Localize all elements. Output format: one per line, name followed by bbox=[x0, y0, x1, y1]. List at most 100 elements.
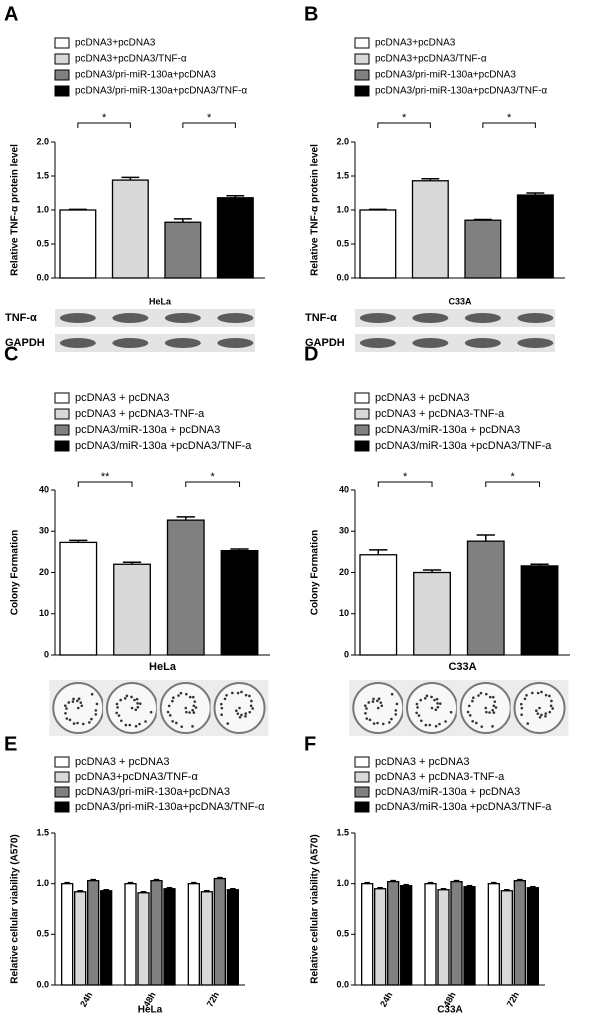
colony bbox=[167, 704, 171, 708]
x-tick-label: 72h bbox=[505, 990, 521, 1008]
colony bbox=[223, 697, 227, 701]
colony bbox=[428, 723, 432, 727]
colony bbox=[430, 706, 434, 710]
colony bbox=[220, 713, 223, 716]
colony bbox=[248, 694, 251, 698]
colony bbox=[444, 720, 447, 723]
colony bbox=[175, 721, 178, 725]
colony bbox=[544, 693, 548, 697]
colony bbox=[381, 722, 385, 726]
colony bbox=[95, 702, 99, 706]
colony bbox=[149, 710, 153, 714]
colony bbox=[144, 720, 147, 723]
y-tick-label: 2.0 bbox=[36, 136, 49, 146]
blot-band bbox=[412, 313, 449, 323]
y-axis-label: Relative cellular viability (A570) bbox=[10, 834, 21, 984]
y-tick-label: 1.5 bbox=[36, 170, 49, 180]
colony bbox=[544, 712, 548, 715]
colony bbox=[433, 698, 436, 702]
bar bbox=[411, 180, 449, 279]
legend-label: pcDNA3 + pcDNA3 bbox=[375, 756, 469, 768]
bar bbox=[359, 554, 398, 656]
colony bbox=[467, 704, 471, 708]
colony bbox=[225, 693, 228, 697]
significance-label: * bbox=[511, 471, 516, 483]
colony bbox=[415, 711, 418, 715]
legend-swatch bbox=[54, 440, 70, 452]
significance-bracket bbox=[485, 481, 541, 487]
colony bbox=[193, 700, 197, 703]
colony bbox=[226, 722, 230, 725]
blot-label: TNF-α bbox=[5, 312, 37, 324]
y-tick-label: 0.0 bbox=[36, 272, 49, 282]
colony bbox=[365, 717, 369, 720]
colony bbox=[188, 695, 192, 699]
colony bbox=[544, 715, 547, 718]
colony bbox=[491, 695, 495, 699]
significance-label: * bbox=[507, 112, 512, 124]
bar bbox=[137, 892, 150, 986]
colony bbox=[484, 706, 488, 710]
legend-swatch bbox=[354, 408, 370, 420]
bar bbox=[359, 209, 397, 279]
colony bbox=[550, 699, 553, 703]
y-tick-label: 20 bbox=[339, 567, 349, 577]
legend-swatch bbox=[354, 771, 370, 783]
colony bbox=[81, 722, 85, 726]
panel-label: A bbox=[4, 3, 18, 25]
legend-swatch bbox=[354, 786, 370, 798]
colony bbox=[479, 691, 483, 695]
y-tick-label: 1.0 bbox=[336, 878, 349, 888]
significance-bracket bbox=[182, 122, 236, 128]
legend-swatch bbox=[54, 69, 70, 81]
legend-label: pcDNA3 + pcDNA3-TNF-a bbox=[75, 408, 205, 420]
colony bbox=[488, 711, 491, 714]
bar bbox=[520, 565, 559, 656]
bar bbox=[124, 883, 137, 986]
colony bbox=[365, 707, 368, 710]
colony bbox=[244, 693, 248, 697]
y-tick-label: 10 bbox=[39, 608, 49, 618]
colony bbox=[436, 702, 439, 705]
legend-label: pcDNA3 + pcDNA3 bbox=[375, 392, 469, 404]
x-tick-label: 72h bbox=[205, 990, 221, 1008]
legend-swatch bbox=[354, 424, 370, 436]
colony bbox=[549, 704, 553, 708]
colony bbox=[240, 713, 243, 717]
y-tick-label: 0 bbox=[44, 649, 49, 659]
colony bbox=[192, 711, 196, 714]
colony bbox=[488, 695, 492, 699]
legend-swatch bbox=[54, 756, 70, 768]
colony bbox=[548, 694, 551, 698]
colony bbox=[124, 723, 128, 727]
colony bbox=[475, 721, 478, 725]
colony bbox=[394, 713, 398, 716]
colony bbox=[535, 709, 538, 713]
colony bbox=[192, 704, 196, 708]
panel-label: D bbox=[304, 343, 318, 365]
y-tick-label: 30 bbox=[39, 526, 49, 536]
bar bbox=[164, 221, 202, 279]
y-tick-label: 10 bbox=[339, 608, 349, 618]
colony bbox=[76, 706, 80, 710]
y-tick-label: 20 bbox=[39, 567, 49, 577]
cell-line-label: HeLa bbox=[149, 661, 177, 673]
colony bbox=[466, 710, 470, 714]
colony bbox=[138, 702, 142, 705]
colony bbox=[130, 695, 133, 699]
colony bbox=[430, 695, 433, 699]
colony bbox=[520, 713, 523, 716]
colony bbox=[436, 705, 440, 709]
colony bbox=[368, 718, 372, 722]
legend-swatch bbox=[354, 53, 370, 65]
colony bbox=[536, 691, 540, 695]
colony bbox=[491, 708, 494, 712]
bar bbox=[487, 883, 500, 986]
colony bbox=[371, 700, 375, 703]
y-tick-label: 0 bbox=[344, 649, 349, 659]
colony bbox=[388, 721, 391, 724]
legend-label: pcDNA3+pcDNA3 bbox=[375, 38, 456, 49]
blot-band bbox=[59, 338, 96, 348]
colony bbox=[419, 698, 422, 702]
colony bbox=[493, 700, 497, 703]
